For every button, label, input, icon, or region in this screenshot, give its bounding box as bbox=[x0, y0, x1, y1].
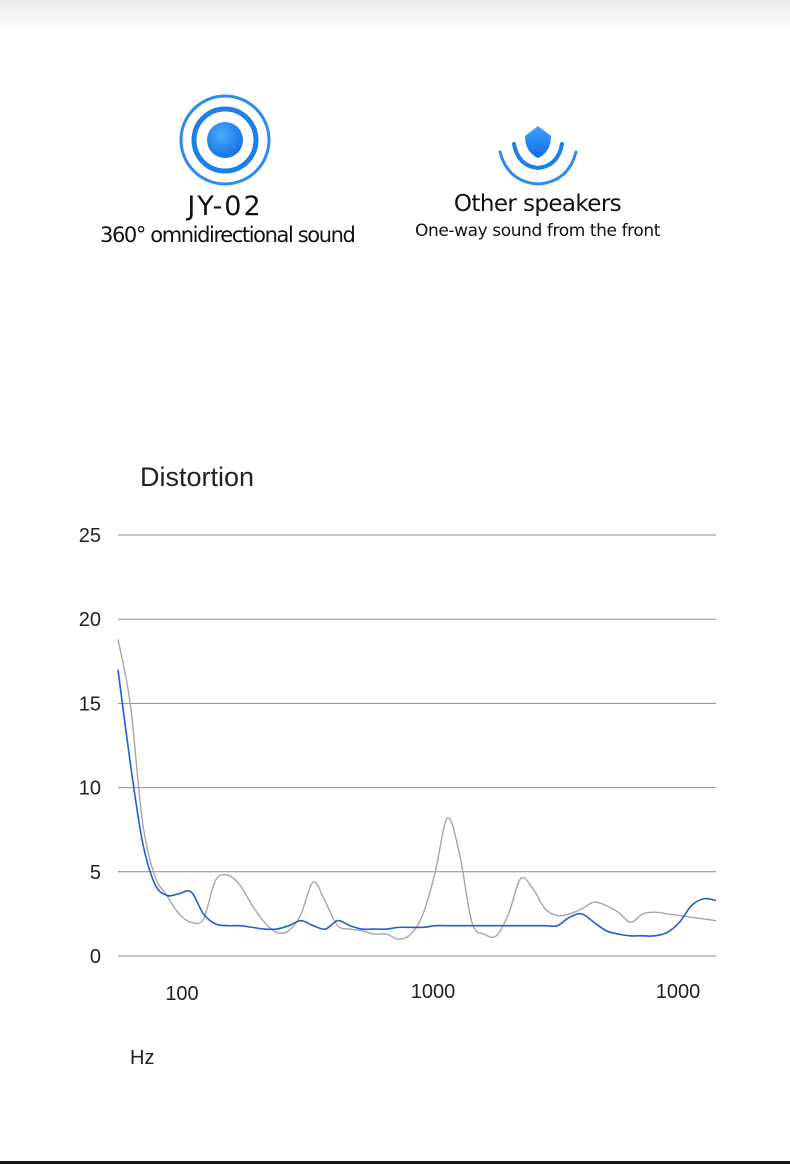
series-line-gray bbox=[117, 639, 717, 940]
y-tick-label: 20 bbox=[79, 609, 101, 631]
x-axis-label: Hz bbox=[130, 1047, 154, 1069]
series-line-blue bbox=[117, 669, 717, 937]
bottom-border bbox=[0, 1161, 790, 1164]
chart-series bbox=[117, 639, 717, 940]
top-shadow bbox=[0, 0, 790, 30]
other-speakers-description: One-way sound from the front bbox=[414, 221, 661, 241]
jy02-feature: JY-02 360° omnidirectional sound bbox=[100, 92, 356, 248]
other-speakers-name: Other speakers bbox=[453, 191, 622, 217]
y-tick-label: 25 bbox=[79, 525, 101, 547]
x-tick-label: 1000 bbox=[411, 981, 456, 1003]
jy02-name: JY-02 bbox=[187, 191, 263, 222]
x-tick-label: 1000 bbox=[656, 981, 701, 1003]
y-tick-label: 15 bbox=[79, 693, 101, 715]
y-axis-ticks: 0 5 10 15 20 25 bbox=[79, 525, 101, 968]
x-axis-ticks: 100 1000 1000 bbox=[165, 981, 700, 1005]
distortion-chart: Distortion 0 5 10 15 20 25 100 1000 1000 Hz bbox=[79, 462, 717, 1069]
jy02-description: 360° omnidirectional sound bbox=[100, 223, 356, 247]
y-tick-label: 0 bbox=[90, 946, 101, 968]
other-speakers-feature: Other speakers One-way sound from the fr… bbox=[395, 118, 680, 244]
x-tick-label: 100 bbox=[165, 983, 198, 1005]
one-way-sound-icon bbox=[498, 126, 577, 186]
omnidirectional-sound-icon bbox=[179, 94, 271, 186]
y-tick-label: 10 bbox=[79, 778, 101, 800]
chart-gridlines bbox=[118, 534, 716, 957]
chart-title: Distortion bbox=[140, 462, 254, 492]
y-tick-label: 5 bbox=[90, 862, 101, 884]
